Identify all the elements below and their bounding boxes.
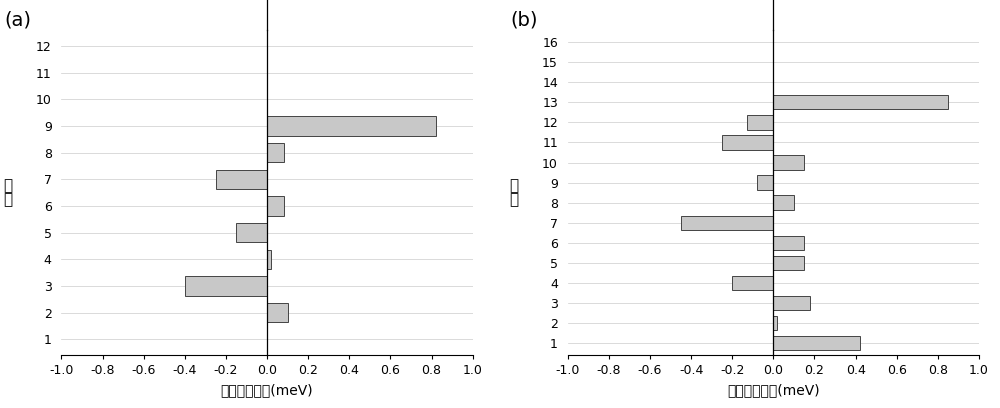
Bar <box>267 116 436 135</box>
Text: (b): (b) <box>510 11 538 29</box>
Text: 层
数: 层 数 <box>510 178 519 207</box>
Bar <box>747 115 773 130</box>
Bar <box>773 296 810 310</box>
Bar <box>267 143 284 162</box>
Bar <box>185 276 267 295</box>
Bar <box>732 276 773 290</box>
Bar <box>267 196 284 215</box>
Bar <box>722 135 773 150</box>
Bar <box>216 170 267 189</box>
Bar <box>773 256 804 270</box>
Bar <box>773 195 794 210</box>
Text: (a): (a) <box>4 11 31 29</box>
X-axis label: 磁各向异性能(meV): 磁各向异性能(meV) <box>727 383 820 397</box>
Text: 层
数: 层 数 <box>3 178 13 207</box>
Bar <box>236 223 267 242</box>
Bar <box>681 215 773 230</box>
Bar <box>773 316 777 330</box>
X-axis label: 磁各向异性能(meV): 磁各向异性能(meV) <box>221 383 313 397</box>
Bar <box>773 155 804 170</box>
Bar <box>267 250 271 269</box>
Bar <box>773 235 804 250</box>
Bar <box>757 175 773 190</box>
Bar <box>773 336 860 350</box>
Bar <box>267 303 288 322</box>
Bar <box>773 95 948 109</box>
